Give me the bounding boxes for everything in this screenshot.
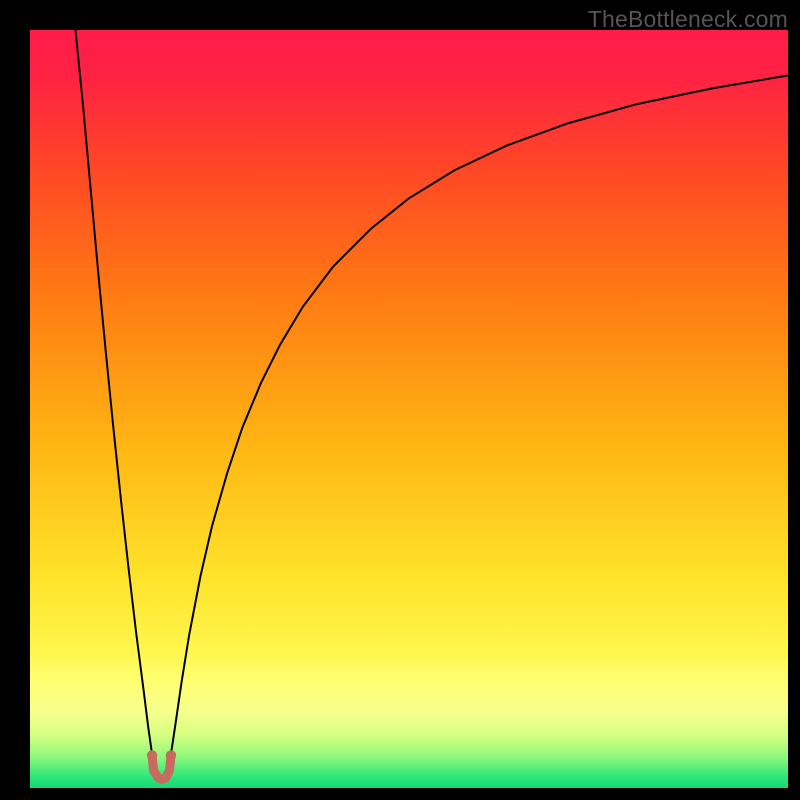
watermark-text: TheBottleneck.com	[588, 6, 788, 33]
plot-svg	[30, 30, 788, 788]
valley-marker-dot-right	[166, 750, 176, 760]
plot-area	[30, 30, 788, 788]
gradient-background	[30, 30, 788, 788]
valley-marker-dot-left	[147, 750, 157, 760]
